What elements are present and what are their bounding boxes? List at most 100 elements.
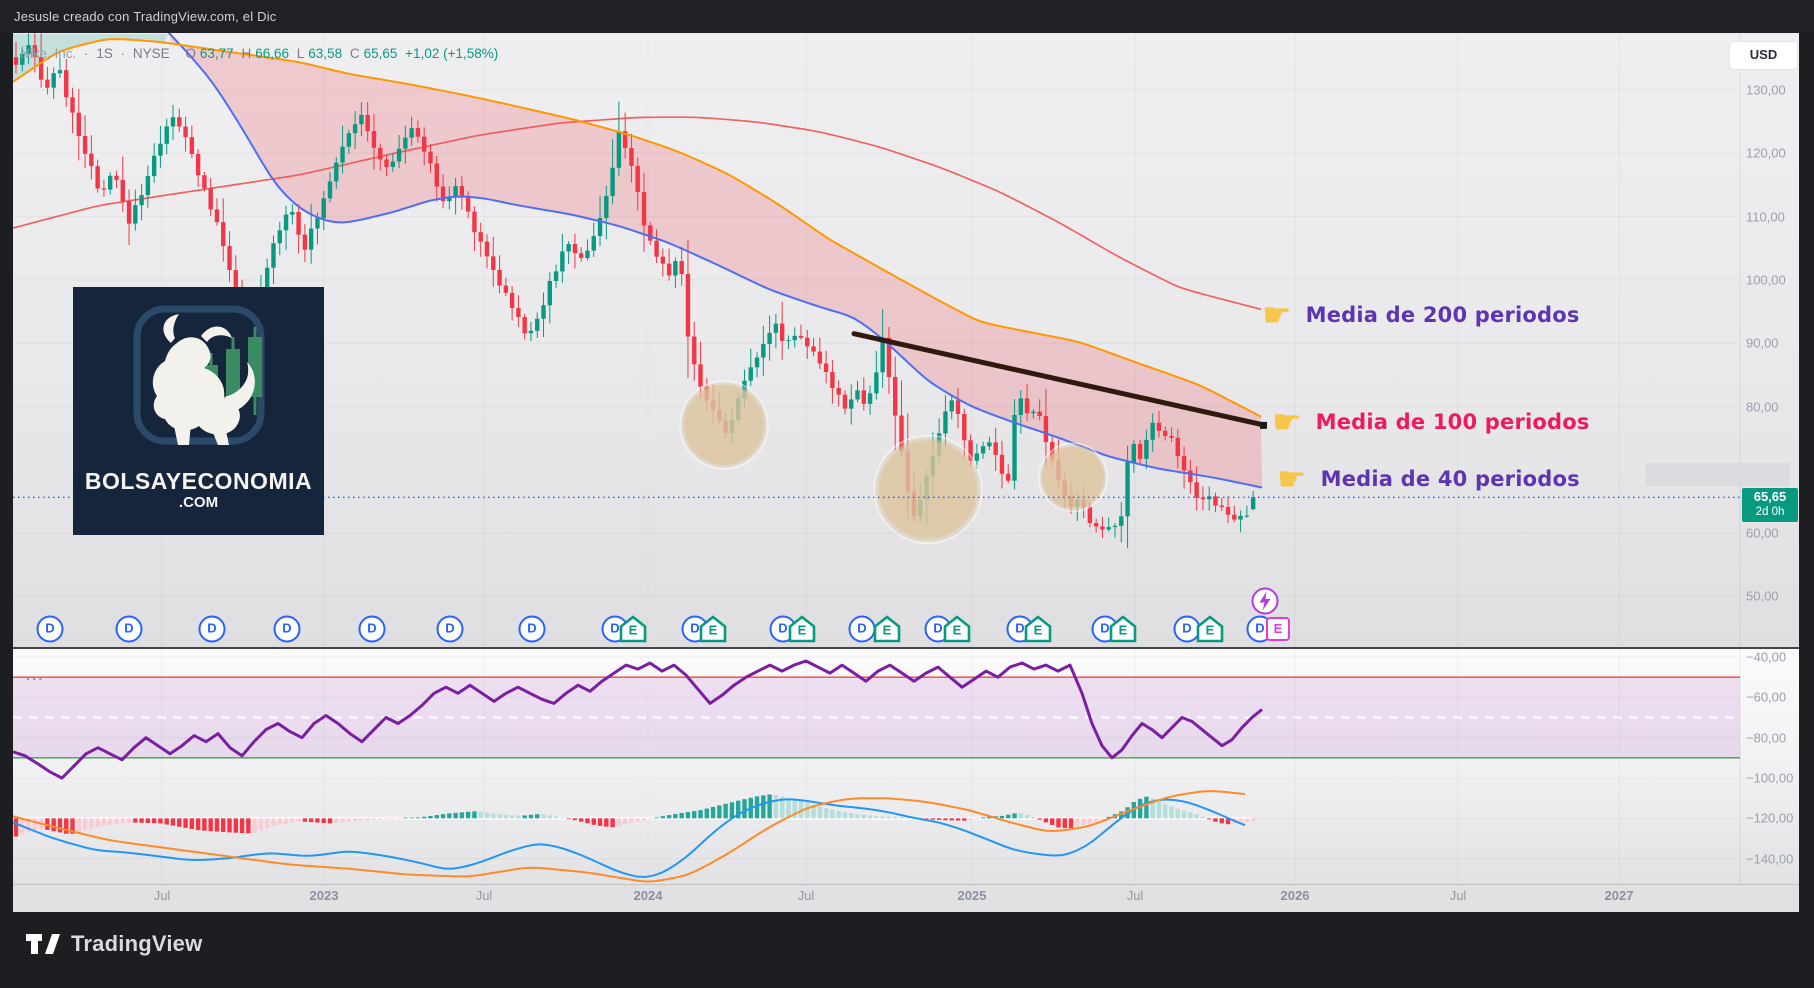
indicator-tick-label: −80,00 xyxy=(1746,730,1787,746)
time-label-year[interactable]: 2026 xyxy=(1280,888,1310,903)
time-label-month[interactable]: Jul xyxy=(1449,888,1467,903)
time-label-year[interactable]: 2025 xyxy=(957,888,987,903)
time-label-year[interactable]: 2023 xyxy=(309,888,339,903)
trendline-drawing[interactable] xyxy=(851,331,1266,428)
dividend-badge[interactable]: D xyxy=(518,615,546,643)
ma-annotation[interactable]: ☛ Media de 40 periodos xyxy=(1277,462,1580,495)
ma-ribbon-bullish xyxy=(13,34,168,82)
macd-line[interactable] xyxy=(13,798,1246,879)
ma-annotation-text: Media de 40 periodos xyxy=(1320,466,1580,491)
time-label-month[interactable]: Jul xyxy=(475,888,493,903)
ma-ribbon-bearish xyxy=(167,33,1262,488)
legend-low-label: L xyxy=(296,46,305,61)
watermark-title: BOLSAYECONOMIA xyxy=(84,468,313,494)
legend-close-label: C xyxy=(349,46,360,61)
svg-text:E: E xyxy=(953,623,962,638)
footer-brand[interactable]: TradingView xyxy=(25,930,202,958)
price-tick-label: 100,00 xyxy=(1746,272,1786,288)
earnings-badge[interactable]: E xyxy=(873,615,901,643)
time-label-month[interactable]: Jul xyxy=(797,888,815,903)
price-tick-label: 80,00 xyxy=(1746,399,1779,414)
indicator-legend-dots[interactable]: ... xyxy=(26,667,45,684)
earnings-badge[interactable]: E xyxy=(699,615,727,643)
time-label-year[interactable]: 2027 xyxy=(1604,888,1634,903)
legend-timeframe[interactable]: 1S xyxy=(96,46,113,61)
legend-open-label: O xyxy=(185,46,196,61)
upcoming-earnings-badge[interactable]: E xyxy=(1266,617,1290,641)
indicator-tick-label: −60,00 xyxy=(1746,689,1787,705)
watermark-logo: BOLSAYECONOMIA .COM xyxy=(73,287,324,535)
legend-symbol[interactable]: Nike, Inc. xyxy=(20,46,77,61)
ma200-line[interactable] xyxy=(13,116,1262,311)
earnings-badge[interactable]: E xyxy=(1109,615,1137,643)
dividend-badge[interactable]: D xyxy=(198,615,226,643)
currency-button[interactable]: USD xyxy=(1729,41,1798,70)
indicator-tick-label: −140,00 xyxy=(1746,851,1794,867)
time-label-month[interactable]: Jul xyxy=(1126,888,1144,903)
earnings-badge[interactable]: E xyxy=(1024,615,1052,643)
wpr-line[interactable] xyxy=(13,659,1263,780)
macd-signal-line[interactable] xyxy=(13,790,1246,883)
flash-event-badge[interactable] xyxy=(1251,587,1279,615)
legend-high-label: H xyxy=(241,46,252,61)
svg-text:E: E xyxy=(1119,623,1128,638)
earnings-badge[interactable]: E xyxy=(1196,615,1224,643)
earnings-badge[interactable]: E xyxy=(943,615,971,643)
price-tick-label: 50,00 xyxy=(1746,588,1779,604)
indicator-plot[interactable] xyxy=(13,659,1740,883)
legend-low: 63,58 xyxy=(308,46,343,61)
ma-annotation[interactable]: ☛ Media de 100 periodos xyxy=(1272,405,1590,438)
svg-text:E: E xyxy=(1034,623,1043,638)
legend-exchange: NYSE xyxy=(132,46,170,61)
indicator-tick-label: −120,00 xyxy=(1746,810,1794,826)
indicator-tick-label: −40,00 xyxy=(1746,649,1787,665)
ma-annotation-text: Media de 100 periodos xyxy=(1315,409,1590,434)
wpr-band xyxy=(13,677,1740,758)
axis-highlight-box xyxy=(1646,463,1790,486)
highlight-circle-drawing[interactable] xyxy=(679,380,769,470)
indicator-tick-label: −100,00 xyxy=(1746,770,1794,786)
highlight-circle-drawing[interactable] xyxy=(1038,442,1108,513)
svg-text:E: E xyxy=(629,623,638,638)
last-price-value: 65,65 xyxy=(1753,489,1787,504)
earnings-badge[interactable]: E xyxy=(788,615,816,643)
legend-sep: · xyxy=(84,46,89,61)
price-tick-label: 90,00 xyxy=(1746,335,1779,351)
price-plot[interactable] xyxy=(13,29,1740,549)
svg-text:E: E xyxy=(1206,623,1215,638)
gridlines xyxy=(13,33,1740,885)
pointing-hand-icon: ☛ xyxy=(1272,402,1302,441)
watermark-subtitle: .COM xyxy=(178,494,219,511)
dividend-badge[interactable]: D xyxy=(358,615,386,643)
dividend-badge[interactable]: D xyxy=(115,615,143,643)
dividend-badge[interactable]: D xyxy=(36,615,64,643)
title-bar: Jesusle creado con TradingView.com, el D… xyxy=(0,0,1814,33)
svg-text:E: E xyxy=(709,623,718,638)
candles-series[interactable] xyxy=(13,29,1256,549)
tradingview-wordmark: TradingView xyxy=(71,931,203,956)
trendline-handle[interactable] xyxy=(1260,421,1267,429)
ma100-line[interactable] xyxy=(13,38,1262,418)
highlight-circle-drawing[interactable] xyxy=(873,434,983,545)
legend-sep2: · xyxy=(120,46,126,61)
earnings-badge[interactable]: E xyxy=(619,615,647,643)
pointing-hand-icon: ☛ xyxy=(1277,459,1307,498)
legend-open: 63,77 xyxy=(199,46,234,61)
tradingview-logo-icon xyxy=(26,934,60,954)
time-axis-strip[interactable] xyxy=(13,885,1799,912)
time-label-month[interactable]: Jul xyxy=(153,888,171,903)
dividend-badge[interactable]: D xyxy=(848,615,876,643)
chart-legend[interactable]: Nike, Inc. · 1S · NYSE O 63,77 H 66,66 L 63… xyxy=(20,46,502,61)
bar-countdown: 2d 0h xyxy=(1755,506,1785,518)
time-label-year[interactable]: 2024 xyxy=(633,888,663,903)
ma-annotation-text: Media de 200 periodos xyxy=(1305,302,1580,327)
price-tick-label: 120,00 xyxy=(1746,145,1786,161)
pointing-hand-icon: ☛ xyxy=(1262,295,1292,334)
dividend-badge[interactable]: D xyxy=(436,615,464,643)
indicator-pane[interactable] xyxy=(13,649,1799,885)
dividend-badge[interactable]: D xyxy=(273,615,301,643)
svg-text:E: E xyxy=(883,623,892,638)
ma-annotation[interactable]: ☛ Media de 200 periodos xyxy=(1262,298,1580,331)
